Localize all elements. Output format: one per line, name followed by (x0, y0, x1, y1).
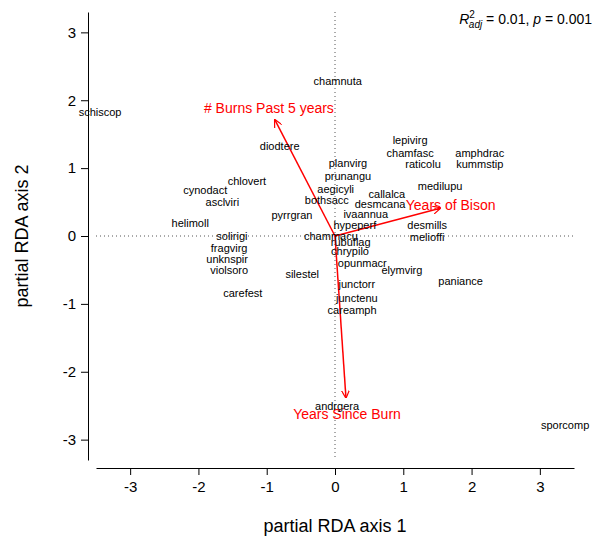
tick-mark (198, 468, 199, 475)
tick-label: -3 (63, 431, 76, 448)
species-label: schiscop (79, 106, 122, 118)
species-label: medilupu (418, 180, 463, 192)
tick-mark (130, 468, 131, 475)
y-axis-title: partial RDA axis 2 (12, 164, 32, 307)
tick-label: -1 (63, 295, 76, 312)
annotation-part: = 0.001 (541, 11, 592, 27)
tick-mark (81, 32, 88, 33)
species-label: raticolu (405, 158, 440, 170)
species-label: chlovert (228, 175, 267, 187)
species-label: chrypilo (331, 245, 369, 257)
tick-label: 1 (68, 159, 76, 176)
species-label: elymvirg (381, 264, 422, 276)
species-label: asclviri (206, 196, 240, 208)
tick-mark (81, 440, 88, 441)
tick: 1 (68, 159, 88, 176)
species-label: lepivirg (393, 134, 428, 146)
species-label: silestel (285, 268, 319, 280)
x-axis: -3 -2 -1 0 1 2 3 (97, 468, 575, 495)
x-axis-title: partial RDA axis 1 (263, 516, 406, 536)
tick: -2 (63, 363, 88, 380)
species-label: solirigi (216, 230, 247, 242)
tick-label: 0 (68, 227, 76, 244)
tick-label: 2 (468, 478, 476, 495)
tick-label: 3 (536, 478, 544, 495)
tick-mark (403, 468, 404, 475)
species-label: violsoro (210, 264, 248, 276)
tick: 0 (331, 468, 339, 495)
species-label: kummstip (456, 158, 503, 170)
species-label: paniance (438, 275, 483, 287)
tick: 2 (468, 468, 476, 495)
vector-labels: # Burns Past 5 yearsYears of BisonYears … (204, 100, 496, 421)
tick: -1 (261, 468, 274, 495)
species-label: careamph (328, 304, 377, 316)
tick: -3 (124, 468, 137, 495)
annotation-part: R (459, 11, 469, 27)
species-label: sporcomp (541, 419, 589, 431)
tick-mark (81, 100, 88, 101)
tick-mark (81, 168, 88, 169)
chart: -3-2-10123-3-2-10123partial RDA axis 1pa… (0, 0, 599, 552)
tick-label: -1 (261, 478, 274, 495)
species-label: prunangu (325, 170, 372, 182)
annotation-part: = 0.01, (482, 11, 533, 27)
tick: -2 (192, 468, 205, 495)
tick-mark (267, 468, 268, 475)
tick: 1 (400, 468, 408, 495)
species-label: cynodact (183, 184, 227, 196)
y-axis: -3 -2 -1 0 1 2 3 (63, 13, 89, 461)
tick-mark (81, 236, 88, 237)
tick: -3 (63, 431, 88, 448)
species-label: carefest (223, 287, 262, 299)
vector-label: # Burns Past 5 years (204, 100, 334, 116)
species-label: pyrrgran (271, 209, 312, 221)
tick: 3 (68, 24, 88, 41)
tick-label: -2 (63, 363, 76, 380)
species-label: planvirg (329, 157, 368, 169)
tick: 3 (536, 468, 544, 495)
tick-mark (81, 372, 88, 373)
tick: 0 (68, 227, 88, 244)
tick: -1 (63, 295, 88, 312)
vectors (275, 120, 440, 398)
tick-mark (335, 468, 336, 475)
species-label: chamnuta (314, 75, 363, 87)
axis-line (88, 13, 89, 461)
tick-label: 3 (68, 24, 76, 41)
reference-lines (96, 12, 574, 460)
vector-label: Years of Bison (406, 197, 496, 213)
species-label: junctorr (338, 278, 376, 290)
species: chamnutaschiscopdiodterelepivirgchamfasc… (79, 75, 590, 431)
tick-label: -2 (192, 478, 205, 495)
tick-label: 2 (68, 92, 76, 109)
tick-label: 0 (331, 478, 339, 495)
species-label: opunmacr (338, 257, 387, 269)
tick-label: -3 (124, 478, 137, 495)
tick-mark (472, 468, 473, 475)
tick-mark (81, 304, 88, 305)
species-label: helimoll (172, 217, 209, 229)
annotation-part: adj (469, 19, 483, 30)
species-label: diodtere (260, 140, 300, 152)
species-label: desmills (407, 219, 447, 231)
species-label: melioffi (410, 231, 445, 243)
annotation-part: p (532, 11, 541, 27)
tick-label: 1 (400, 478, 408, 495)
species-label: junctenu (335, 292, 378, 304)
tick-mark (540, 468, 541, 475)
species-label: bothsacc (305, 194, 350, 206)
annotation: R2adj = 0.01, p = 0.001 (459, 9, 592, 30)
species-label: andrgera (315, 400, 360, 412)
